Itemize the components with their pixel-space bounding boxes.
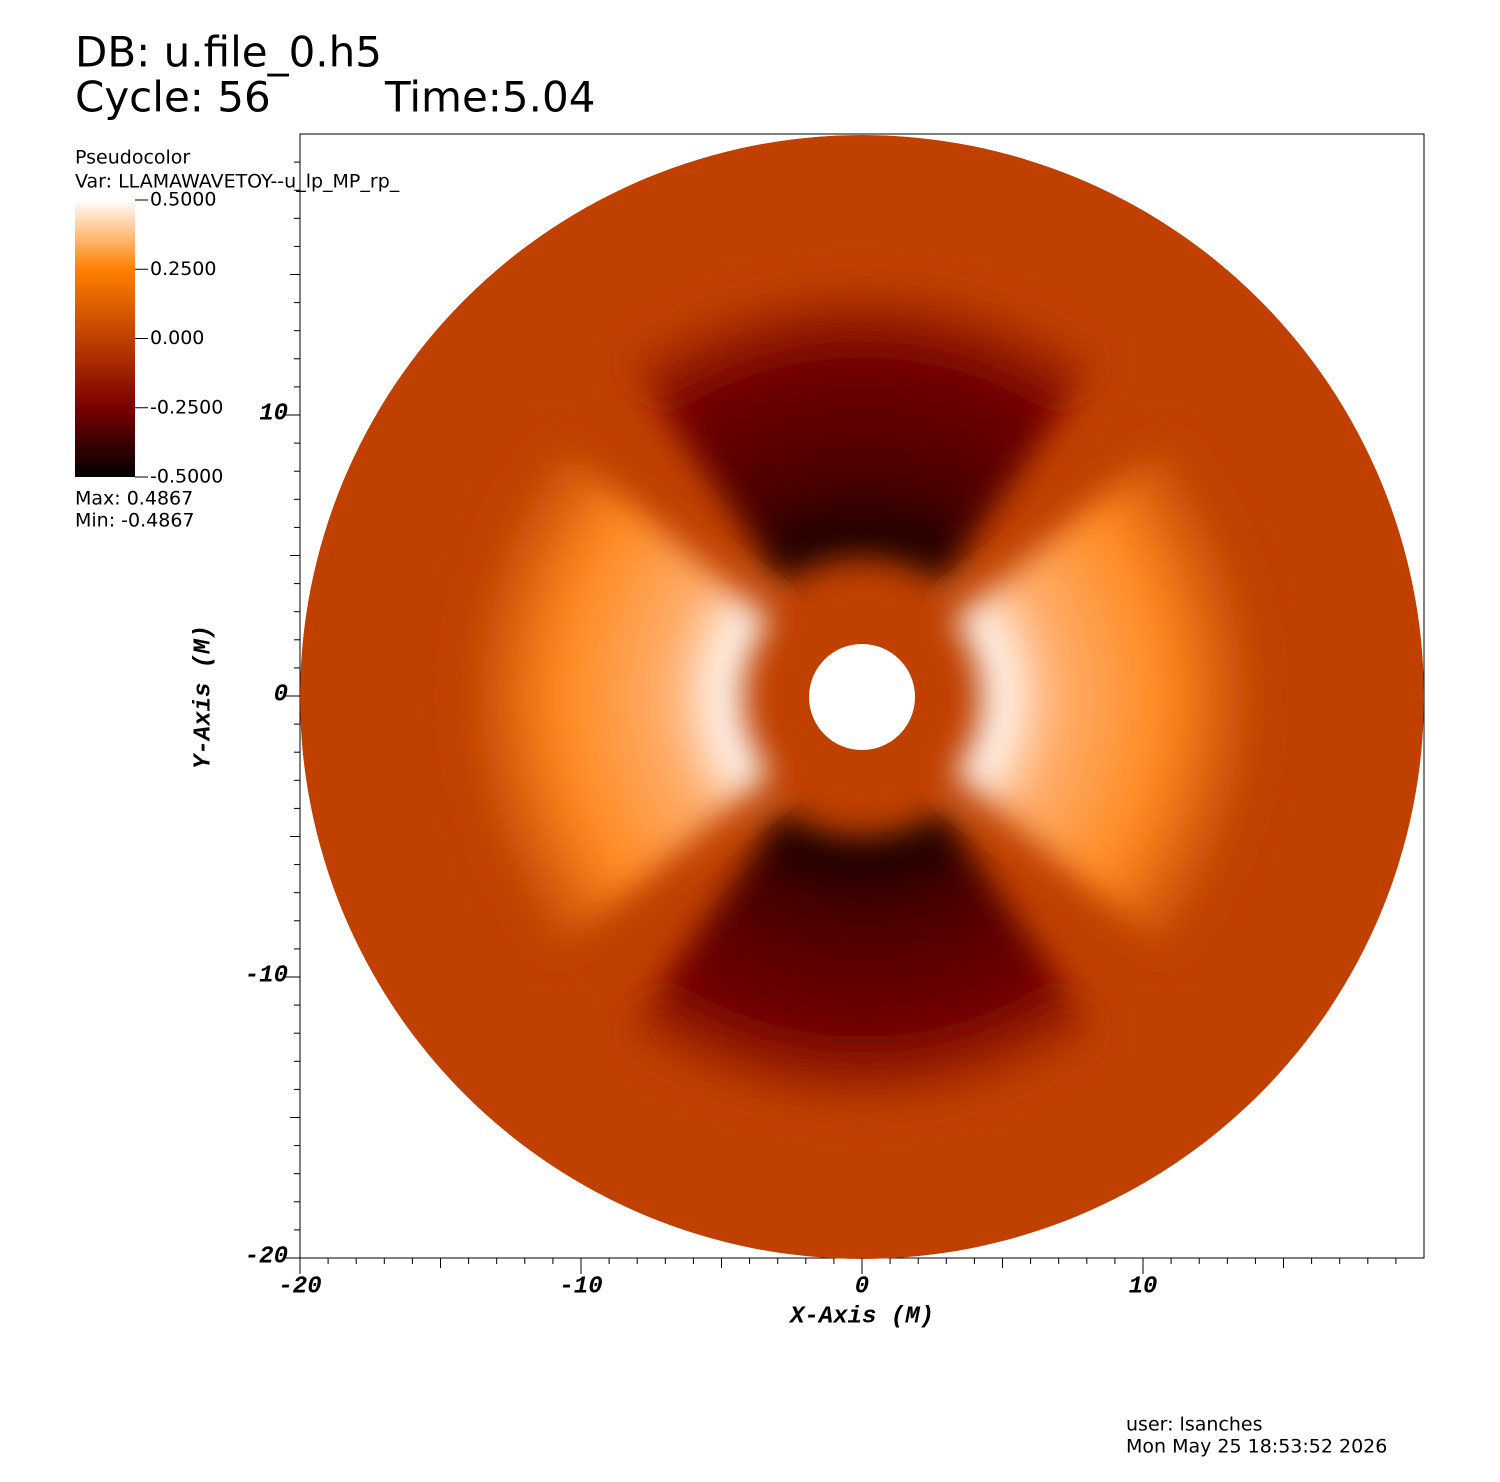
dark-lobe <box>626 286 1098 583</box>
colorbar-tick-label: 0.000 <box>150 327 204 349</box>
max-label: Max: 0.4867 <box>75 488 193 510</box>
bright-lobe <box>462 439 771 955</box>
dark-lobe <box>626 811 1098 1108</box>
x-tick-label: -10 <box>559 1273 602 1300</box>
min-label: Min: -0.4867 <box>75 510 195 532</box>
y-tick-label: -10 <box>245 962 288 989</box>
variable: Var: LLAMAWAVETOY--u_lp_MP_rp_ <box>75 171 400 193</box>
colorbar <box>75 200 135 477</box>
x-tick-label: -20 <box>278 1273 321 1300</box>
date: Mon May 25 18:53:52 2026 <box>1126 1436 1387 1458</box>
x-tick-label: 0 <box>855 1273 869 1300</box>
y-tick-label: 0 <box>274 681 288 708</box>
legend-title: Pseudocolor <box>75 147 190 169</box>
x-axis-label: X-Axis (M) <box>788 1303 934 1330</box>
colorbar-tick-label: 0.2500 <box>150 258 216 280</box>
colorbar-tick-label: -0.2500 <box>150 396 223 418</box>
bright-lobe <box>953 439 1262 955</box>
title: DB: u.file_0.h5 <box>75 28 382 77</box>
time: Time:5.04 <box>384 73 595 122</box>
y-tick-label: 10 <box>259 400 288 427</box>
y-tick-label: -20 <box>245 1243 288 1270</box>
colorbar-tick-label: 0.5000 <box>150 189 216 211</box>
cycle: Cycle: 56 <box>75 73 271 122</box>
y-axis-label: Y-Axis (M) <box>190 625 217 769</box>
inner-hole <box>809 644 915 750</box>
x-tick-label: 10 <box>1129 1273 1158 1300</box>
user: user: lsanches <box>1126 1414 1263 1436</box>
colorbar-tick-label: -0.5000 <box>150 466 223 488</box>
